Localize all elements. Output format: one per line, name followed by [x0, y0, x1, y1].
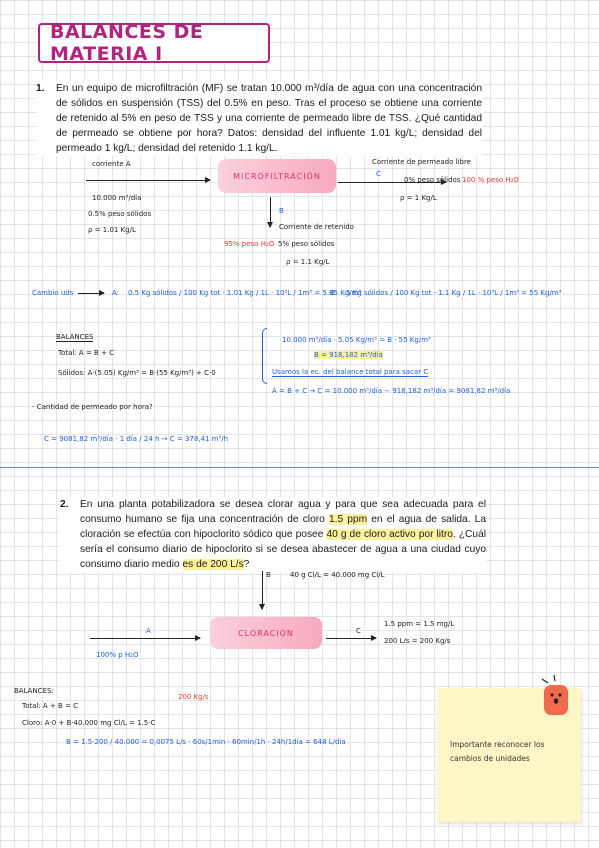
microfiltration-label: MICROFILTRACIÓN	[233, 171, 321, 181]
units-a-calc: 0.5 Kg sólidos / 100 Kg tot · 1.01 Kg / …	[128, 289, 362, 297]
units-change-label: Cambio uds	[32, 289, 74, 297]
inlet-label: corriente A	[92, 160, 131, 168]
balances-1-eq1: 10.000 m³/día · 5.05 Kg/m³ = B · 55 Kg/m…	[282, 336, 431, 344]
outlet-b-comp-1: 95% peso H₂O	[224, 240, 275, 248]
balances-1-solids: Sólidos: A·(5.05) Kg/m³ = B·(55 Kg/m³) +…	[58, 369, 216, 377]
chlorination-a-comp: 100% p H₂O	[96, 651, 139, 659]
outlet-c-label: Corriente de permeado libre	[372, 158, 471, 166]
chlorination-a-arrow	[90, 635, 201, 641]
balances-1-heading: BALANCES	[56, 333, 94, 342]
chlorination-a-letter: A	[146, 627, 151, 635]
units-a-letter: A:	[112, 289, 120, 297]
inlet-arrow	[86, 177, 211, 183]
balances-1-eq-note: Usamos la ec. del balance total para sac…	[272, 368, 429, 377]
problem-2-text-a: En una planta potabilizadora se desea cl…	[80, 499, 486, 525]
problem-2-text-d: ?	[243, 559, 250, 570]
microfiltration-box: MICROFILTRACIÓN	[218, 159, 336, 193]
problem-1-text: En un equipo de microfiltración (MF) se …	[56, 83, 482, 154]
units-b-letter: B:	[330, 289, 338, 297]
problem-2-text-b: en el agua de salida. La cloración se ef…	[80, 514, 487, 540]
balances-1-eq-b: B = 918,182 m³/día	[314, 351, 383, 359]
problem-2-hl-ppm: 1.5 ppm	[328, 514, 368, 525]
units-change-arrow	[78, 290, 105, 296]
section-divider	[0, 467, 599, 468]
inlet-solids: 0.5% peso sólidos	[88, 210, 152, 218]
outlet-b-arrow	[267, 197, 273, 228]
problem-1: 1. En un equipo de microfiltración (MF) …	[36, 81, 482, 156]
units-b-calc: 5 Kg sólidos / 100 Kg tot · 1.1 Kg / 1L …	[346, 289, 562, 297]
outlet-b-label: Corriente de retenido	[279, 223, 354, 231]
problem-2-text-c: . ¿Cuál sería el consumo diario de hipoc…	[80, 529, 486, 570]
problem-2-text: En una planta potabilizadora se desea cl…	[80, 497, 486, 572]
outlet-c-arrow	[338, 179, 447, 185]
problem-1-number: 1.	[36, 83, 45, 94]
page-title-text: BALANCES DE MATERIA Ⅰ	[50, 21, 204, 65]
problem-2: 2. En una planta potabilizadora se desea…	[60, 497, 486, 572]
outlet-c-comp-2: 100 % peso H₂O	[462, 176, 519, 184]
outlet-b-letter: B	[279, 207, 284, 215]
chlorination-c-letter: C	[356, 627, 361, 635]
chlorination-b-letter: B	[266, 571, 271, 579]
sticky-note-text: Importante reconocer los cambios de unid…	[450, 740, 545, 763]
balances-1-answer: C = 9081,82 m³/día · 1 día / 24 h → C = …	[44, 435, 229, 443]
outlet-b-comp-2: 5% peso sólidos	[278, 240, 335, 248]
outlet-c-letter: C	[376, 170, 381, 178]
balances-2-note: 200 Kg/s	[178, 693, 209, 701]
chlorination-box: CLORACIÓN	[210, 617, 322, 649]
balances-1-brace	[262, 328, 267, 384]
chlorination-b-arrow	[259, 571, 265, 610]
sticky-decoration-icon	[538, 673, 574, 722]
page-title: BALANCES DE MATERIA Ⅰ	[38, 21, 270, 65]
problem-2-hl-chlorine: 40 g de cloro activo por litro	[326, 529, 453, 540]
balances-2-heading: BALANCES:	[14, 687, 54, 695]
chlorination-b-value: 40 g Cl/L = 40.000 mg Cl/L	[290, 571, 385, 579]
chlorination-c-flow: 200 L/s = 200 Kg/s	[384, 637, 451, 645]
problem-2-number: 2.	[60, 499, 69, 510]
balances-1-total: Total: A = B + C	[58, 349, 115, 357]
chlorination-c-ppm: 1.5 ppm = 1.5 mg/L	[384, 620, 455, 628]
inlet-flow: 10.000 m³/día	[92, 194, 142, 202]
outlet-b-density: ρ = 1.1 Kg/L	[286, 258, 330, 266]
outlet-c-density: ρ = 1 Kg/L	[400, 194, 437, 202]
outlet-c-comp-1: 0% peso sólidos	[404, 176, 461, 184]
chlorination-label: CLORACIÓN	[238, 628, 294, 638]
balances-2-result: B = 1.5·200 / 40.000 = 0,0075 L/s · 60s/…	[66, 738, 346, 746]
chlorination-c-arrow	[326, 635, 377, 641]
inlet-density: ρ = 1.01 Kg/L	[88, 226, 136, 234]
balances-2-chlorine: Cloro: A·0 + B·40.000 mg Cl/L = 1.5·C	[22, 719, 156, 727]
balances-1-question: - Cantidad de permeado por hora?	[32, 403, 153, 411]
balances-1-eq-c: A = B + C → C = 10.000 m³/día − 918,182 …	[272, 387, 511, 395]
balances-2-total: Total: A + B = C	[22, 702, 79, 710]
problem-2-hl-flow: es de 200 L/s	[182, 559, 244, 570]
